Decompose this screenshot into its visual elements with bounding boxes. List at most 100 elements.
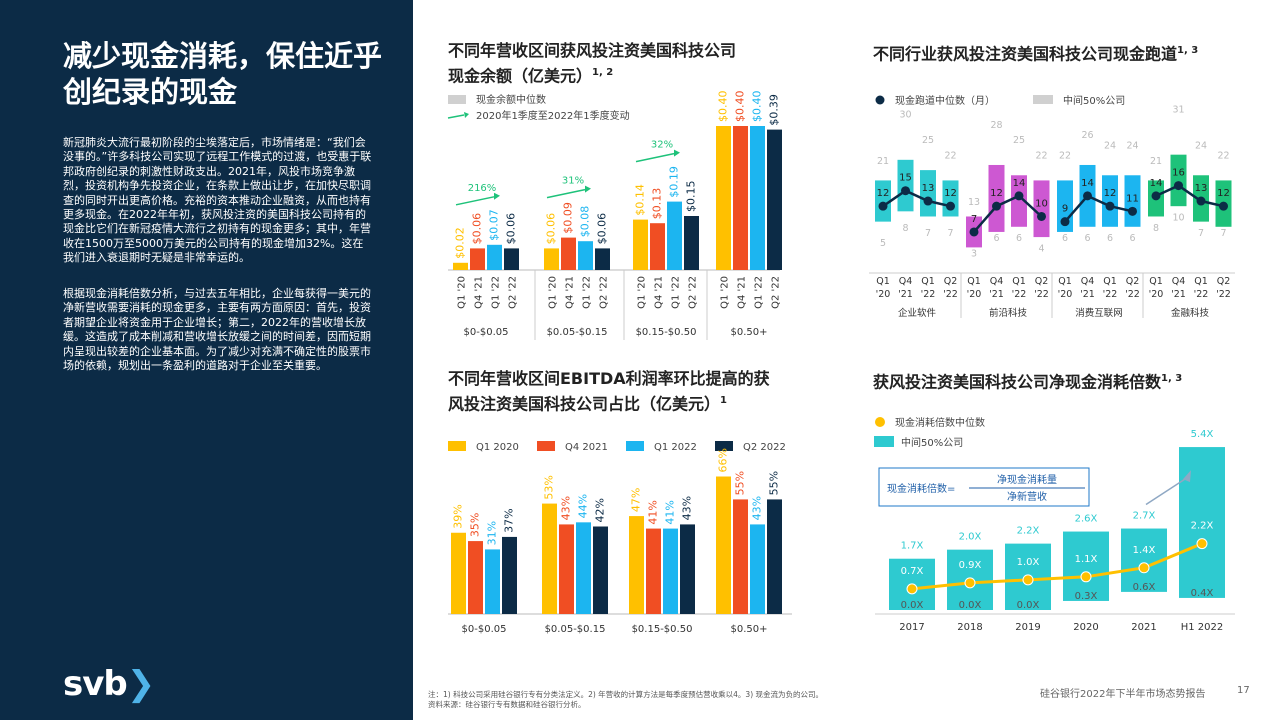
median-label: 12: [1104, 188, 1117, 199]
data-label: 55%: [734, 471, 747, 495]
bar: [663, 528, 678, 614]
high-label: 13: [968, 197, 980, 208]
bar: [561, 237, 576, 270]
low-label: 3: [971, 249, 977, 260]
median-label: 0.9X: [959, 560, 982, 571]
bar: [593, 526, 608, 614]
bar: [650, 223, 665, 270]
low-label: 8: [902, 223, 908, 234]
median-label: 12: [877, 188, 890, 199]
bar: [629, 516, 644, 614]
tick-label: Q1 '22: [671, 276, 682, 309]
high-label: 22: [1059, 151, 1071, 162]
tick-label: 2018: [957, 622, 982, 633]
data-label: 39%: [452, 504, 465, 528]
tick-label-quarter: Q1: [1149, 276, 1163, 287]
data-label: 44%: [577, 494, 590, 518]
high-label: 2.6X: [1075, 514, 1098, 525]
tick-label-year: '21: [1080, 289, 1095, 300]
change-arrow-icon: [674, 149, 680, 157]
data-label: $0.06: [505, 213, 518, 245]
cash-balance-chart: 现金余额中位数 2020年1季度至2022年1季度变动 $0.02 Q1 '20 $0.…: [447, 91, 782, 340]
high-label: 26: [1081, 130, 1093, 141]
data-label: 41%: [664, 500, 677, 524]
range-box: [1057, 180, 1073, 232]
bar: [733, 126, 748, 270]
median-label: 1.1X: [1075, 554, 1098, 565]
data-label: $0.06: [471, 213, 484, 245]
logo-chevron-icon: ❯: [126, 664, 155, 704]
tick-label-year: '22: [1216, 289, 1231, 300]
high-label: 2.7X: [1133, 511, 1156, 522]
median-label: 14: [1150, 178, 1163, 189]
median-marker: [1060, 217, 1070, 227]
formula-numerator: 净现金消耗量: [997, 473, 1057, 486]
median-marker: [1037, 211, 1046, 221]
low-label: 6: [1107, 233, 1113, 244]
data-label: $0.13: [651, 188, 664, 220]
low-label: 4: [1038, 243, 1044, 254]
svb-logo: svb❯: [63, 664, 155, 704]
data-label: $0.06: [596, 213, 609, 245]
tick-label: Q4 '21: [565, 276, 576, 309]
median-line: [1155, 184, 1224, 208]
legend-label: Q1 2022: [654, 442, 697, 453]
median-marker: [906, 583, 918, 595]
sector-label: 金融科技: [1171, 307, 1210, 319]
low-label: 6: [1016, 233, 1022, 244]
change-label: 32%: [651, 140, 673, 151]
change-arrow-line: [455, 196, 495, 206]
report-name: 硅谷银行2022年下半年市场态势报告: [1040, 689, 1206, 700]
data-label: 47%: [630, 488, 643, 512]
bar: [502, 536, 517, 614]
median-marker: [1219, 201, 1228, 211]
median-line: [911, 542, 1203, 591]
low-label: 6: [1062, 233, 1068, 244]
tick-label: Q4 '21: [737, 276, 748, 309]
legend-swatch: [537, 441, 555, 451]
legend-swatch-median: [875, 95, 885, 105]
data-label: $0.40: [717, 91, 730, 123]
group-label: $0-$0.05: [462, 624, 507, 635]
tick-label-quarter: Q4: [1172, 276, 1186, 287]
tick-label-quarter: Q4: [899, 276, 913, 287]
tick-label-quarter: Q1: [1012, 276, 1026, 287]
legend-swatch: [448, 441, 466, 451]
data-label: $0.15: [685, 181, 698, 213]
footnote: 注：1) 科技公司采用硅谷银行专有分类法定义。2) 年营收的计算方法是每季度预估…: [428, 690, 823, 710]
group-label: $0.50+: [730, 624, 767, 635]
legend-swatch-range: [874, 436, 894, 447]
legend-label: Q2 2022: [743, 442, 786, 453]
median-label: 11: [1126, 193, 1139, 204]
chart2-title: 不同行业获风投注资美国科技公司现金跑道1, 3: [873, 40, 1198, 65]
chart1-title-line2: 现金余额（亿美元）: [448, 66, 593, 86]
legend-arrow-line: [447, 114, 465, 119]
high-label: 22: [1035, 151, 1047, 162]
tick-label: Q2 '22: [508, 276, 519, 309]
bar: [750, 126, 765, 270]
chart3-title-sup: 1: [720, 395, 727, 406]
tick-label-quarter: Q2: [1126, 276, 1140, 287]
range-box: [1033, 180, 1050, 238]
data-label: $0.14: [634, 184, 647, 216]
data-label: 66%: [717, 448, 730, 472]
group-label: $0.15-$0.50: [636, 327, 697, 338]
tick-label-quarter: Q1: [921, 276, 935, 287]
data-label: $0.06: [545, 213, 558, 245]
legend-swatch-median: [448, 95, 466, 104]
bar: [470, 248, 485, 270]
data-label: $0.07: [488, 209, 501, 241]
tick-label-year: '22: [1012, 289, 1027, 300]
tick-label: Q1 '20: [457, 276, 468, 309]
change-arrow-line: [635, 152, 675, 163]
legend-label-change: 2020年1季度至2022年1季度变动: [476, 109, 630, 122]
change-arrow-line: [546, 188, 586, 199]
high-label: 1.7X: [901, 541, 924, 552]
median-marker: [1196, 538, 1208, 550]
tick-label-year: '21: [1171, 289, 1186, 300]
high-label: 22: [1217, 151, 1229, 162]
legend-label: Q4 2021: [565, 442, 608, 453]
range-box: [988, 164, 1005, 232]
median-label: 0.7X: [901, 566, 924, 577]
tick-label: Q1 '22: [754, 276, 765, 309]
